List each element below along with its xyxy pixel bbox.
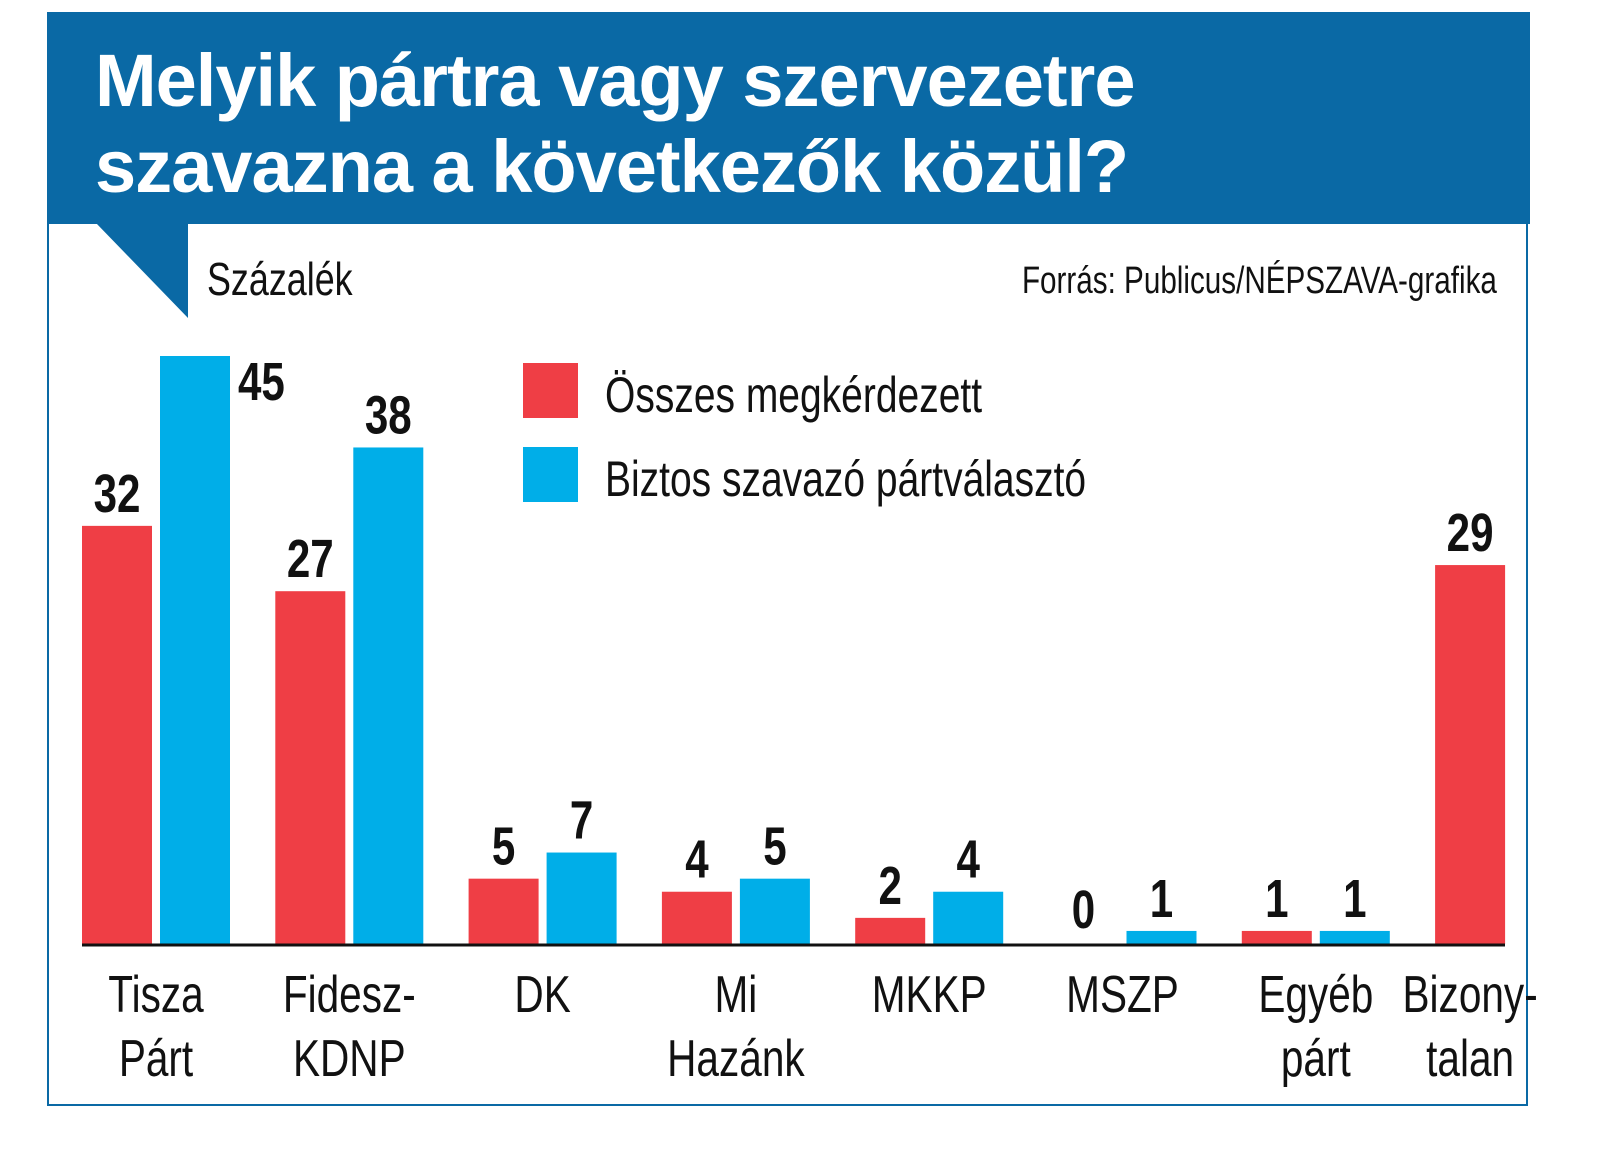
data-label: 2 [878, 856, 901, 916]
bar-certain [933, 891, 1004, 944]
legend-swatch [523, 447, 578, 502]
bar-certain [739, 878, 810, 944]
data-label: 4 [956, 830, 979, 890]
bar-certain [546, 852, 617, 944]
header-band [47, 12, 1530, 224]
bar-certain [160, 356, 230, 944]
data-label: 45 [238, 352, 285, 412]
data-label: 0 [1072, 880, 1095, 940]
speech-tail [95, 222, 188, 318]
data-label: 1 [1343, 869, 1366, 929]
category-label: KDNP [293, 1029, 406, 1087]
title-line-1: Melyik pártra vagy szervezetre [95, 39, 1135, 122]
category-label: MKKP [872, 965, 987, 1023]
data-label: 4 [685, 830, 708, 890]
bar-all [82, 525, 152, 944]
bar-certain [1126, 930, 1197, 944]
bar-certain [353, 447, 424, 944]
source-note: Forrás: Publicus/NÉPSZAVA-grafika [1022, 260, 1497, 302]
data-label: 5 [763, 817, 786, 877]
legend-label: Összes megkérdezett [605, 366, 983, 423]
title-line-2: szavazna a következők közül? [95, 125, 1129, 208]
bar-all [1241, 930, 1312, 944]
data-label: 29 [1447, 503, 1494, 563]
data-label: 1 [1265, 869, 1288, 929]
chart-title: Melyik pártra vagy szervezetre szavazna … [95, 38, 1135, 210]
category-label: párt [1281, 1029, 1351, 1087]
data-label: 1 [1150, 869, 1173, 929]
y-unit-label: Százalék [207, 253, 353, 305]
data-label: 5 [492, 817, 515, 877]
category-label: Fidesz- [283, 965, 416, 1023]
bar-all [855, 917, 926, 944]
legend-swatch [523, 363, 578, 418]
category-label: talan [1426, 1029, 1514, 1087]
data-label: 32 [94, 464, 141, 524]
bar-all [468, 878, 539, 944]
category-label: Egyéb [1258, 965, 1373, 1023]
category-label: MSZP [1066, 965, 1179, 1023]
bar-certain [1319, 930, 1390, 944]
category-label: Mi [715, 965, 758, 1023]
data-label: 7 [570, 791, 593, 851]
bar-all [661, 891, 732, 944]
data-label: 38 [365, 386, 412, 446]
category-label: DK [514, 965, 570, 1023]
bar-all [275, 591, 346, 944]
category-label: Hazánk [667, 1029, 805, 1087]
category-label: Párt [119, 1029, 193, 1087]
bar-all [1435, 565, 1506, 944]
legend-label: Biztos szavazó pártválasztó [605, 450, 1086, 507]
category-label: Tisza [108, 965, 203, 1023]
data-label: 27 [287, 529, 334, 589]
chart-frame [47, 12, 1528, 1106]
category-label: Bizony- [1402, 965, 1537, 1023]
